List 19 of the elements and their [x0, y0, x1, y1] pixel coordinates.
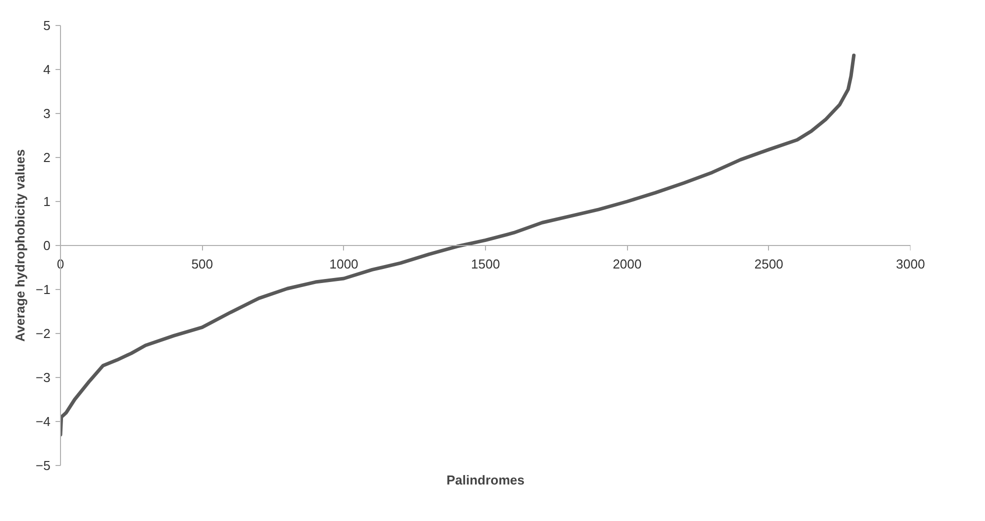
y-tick-label: 3	[43, 106, 51, 121]
y-tick-label: 1	[43, 194, 51, 209]
x-tick-label: 2000	[612, 256, 642, 272]
y-tick-label: −4	[36, 414, 51, 429]
x-tick-label: 1000	[329, 256, 358, 272]
y-tick-label: 4	[43, 62, 51, 77]
x-tick-label: 3000	[896, 256, 925, 272]
y-tick-label: −3	[36, 370, 51, 385]
x-tick-label: 1500	[471, 256, 500, 272]
x-axis-title: Palindromes	[446, 472, 525, 488]
y-tick-label: 2	[43, 150, 51, 165]
y-tick-label: −2	[36, 326, 51, 341]
y-tick-label: −5	[36, 458, 51, 473]
y-tick-label: 5	[43, 18, 51, 33]
y-axis-title: Average hydrophobicity values	[12, 149, 28, 342]
x-tick-label: 2500	[754, 256, 784, 272]
x-tick-label: 500	[191, 256, 214, 272]
y-tick-label: 0	[43, 238, 51, 253]
y-tick-label: −1	[36, 282, 51, 297]
